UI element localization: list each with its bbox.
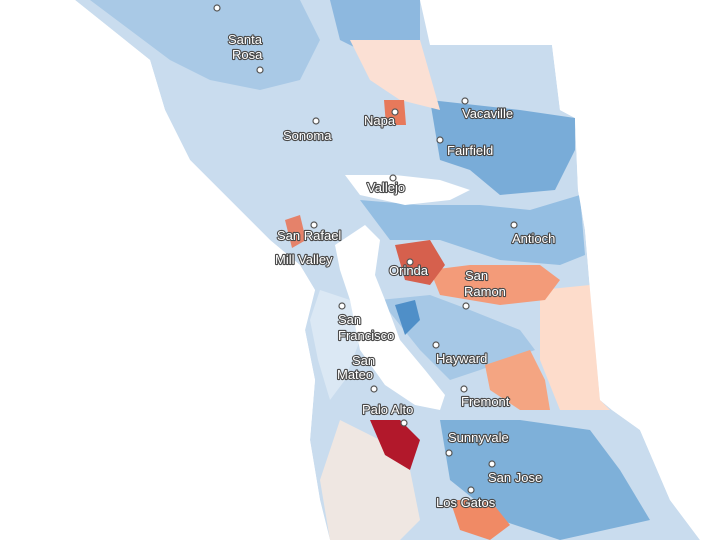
region <box>285 215 306 248</box>
region <box>395 240 445 285</box>
city-label: Hayward <box>436 351 487 366</box>
city-marker <box>488 460 496 468</box>
city-marker <box>310 221 318 229</box>
city-label: San <box>352 353 375 368</box>
city-marker <box>445 449 453 457</box>
city-marker <box>256 66 264 74</box>
city-marker <box>510 221 518 229</box>
city-label: Palo Alto <box>362 402 413 417</box>
city-label: Los Gatos <box>436 495 496 510</box>
city-label: Rosa <box>232 47 263 62</box>
city-marker <box>436 136 444 144</box>
city-label: Fremont <box>461 394 510 409</box>
city-label: San Jose <box>488 470 542 485</box>
city-marker <box>461 97 469 105</box>
city-label: Fairfield <box>447 143 493 158</box>
bay <box>345 175 470 205</box>
city-label: San Rafael <box>277 228 341 243</box>
region <box>360 195 585 265</box>
region <box>320 420 420 540</box>
city-marker <box>400 419 408 427</box>
land <box>75 0 700 540</box>
city-label: San <box>465 268 488 283</box>
city-marker <box>460 385 468 393</box>
city-label: Santa <box>228 32 263 47</box>
city-label: Sonoma <box>283 128 332 143</box>
city-marker <box>462 302 470 310</box>
city-label: Vallejo <box>367 180 405 195</box>
region <box>450 500 510 540</box>
ocean <box>612 410 720 540</box>
city-marker <box>389 174 397 182</box>
city-label: Mateo <box>337 367 373 382</box>
region <box>350 40 440 110</box>
city-marker <box>391 108 399 116</box>
city-marker <box>406 258 414 266</box>
region <box>485 350 550 410</box>
city-label: Vacaville <box>462 106 513 121</box>
region <box>430 100 575 195</box>
city-marker <box>338 302 346 310</box>
region <box>430 265 560 305</box>
region <box>395 300 420 335</box>
ocean <box>0 0 330 540</box>
land-edge <box>552 0 720 410</box>
city-label: Sunnyvale <box>448 430 509 445</box>
city-label: San <box>338 312 361 327</box>
city-marker <box>467 486 475 494</box>
city-label: Mill Valley <box>275 252 333 267</box>
city-marker <box>312 117 320 125</box>
bay <box>335 225 445 410</box>
city-marker <box>432 341 440 349</box>
city-label: Orinda <box>389 263 429 278</box>
city-marker <box>370 385 378 393</box>
city-label: Francisco <box>338 328 394 343</box>
city-label: Antioch <box>512 231 555 246</box>
region <box>370 420 420 470</box>
city-label: Napa <box>364 113 396 128</box>
region <box>310 290 360 400</box>
city-label: Ramon <box>464 284 506 299</box>
city-marker <box>213 4 221 12</box>
